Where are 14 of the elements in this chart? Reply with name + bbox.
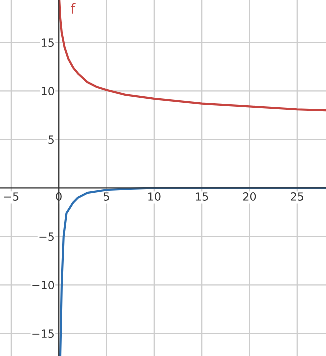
y-tick-label: −5 [40, 232, 54, 242]
y-tick-label: 10 [42, 87, 54, 96]
line-series [58, 0, 326, 112]
y-tick-label: −15 [32, 330, 54, 338]
x-tick-label: 15 [196, 192, 208, 201]
x-tick-label: 5 [104, 192, 110, 201]
y-tick-label: 5 [48, 136, 54, 144]
x-tick-label: −5 [4, 192, 19, 201]
x-tick-label: 10 [148, 192, 161, 201]
x-tick-label: 25 [291, 192, 304, 201]
x-tick-label: 20 [243, 192, 256, 201]
series-label: f [71, 3, 76, 14]
y-tick-label: 15 [42, 38, 54, 48]
y-tick-label: −10 [32, 281, 54, 290]
